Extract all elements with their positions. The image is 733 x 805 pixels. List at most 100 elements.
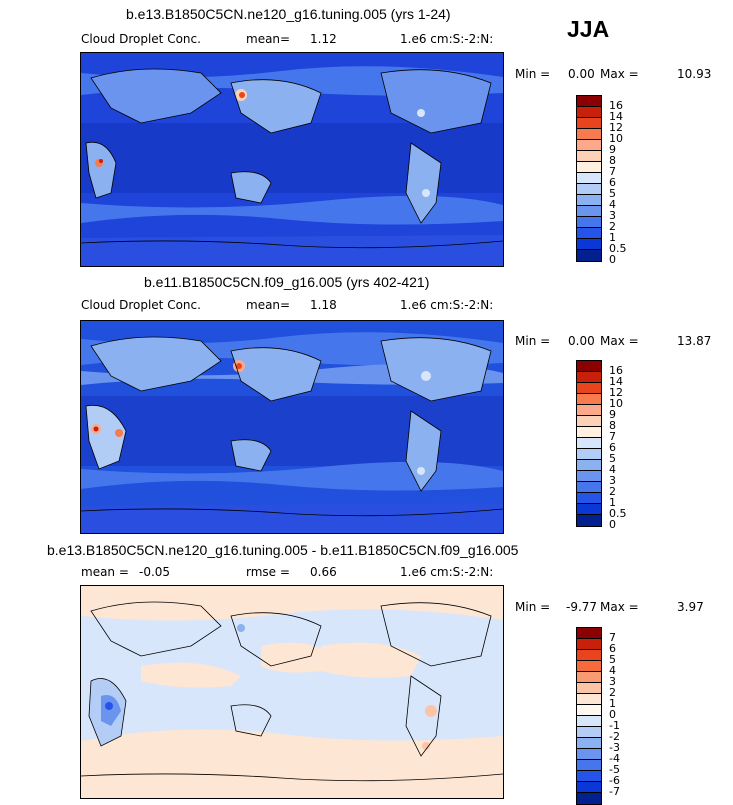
panel-3-colorbar bbox=[576, 627, 602, 805]
colorbar-swatch bbox=[577, 482, 601, 493]
colorbar-label: 6 bbox=[609, 642, 616, 655]
colorbar-label: 0.5 bbox=[609, 242, 627, 255]
panel-2-map-graphic bbox=[81, 321, 503, 533]
panel-1-units: 1.e6 cm:S:-2:N: bbox=[400, 32, 494, 46]
panel-3-units: 1.e6 cm:S:-2:N: bbox=[400, 565, 494, 579]
panel-1-map-graphic bbox=[81, 53, 503, 266]
colorbar-label: 10 bbox=[609, 132, 623, 145]
panel-2-units: 1.e6 cm:S:-2:N: bbox=[400, 298, 494, 312]
colorbar-swatch bbox=[577, 760, 601, 771]
panel-3-rmse-value: 0.66 bbox=[310, 565, 337, 579]
colorbar-swatch bbox=[577, 107, 601, 118]
colorbar-swatch bbox=[577, 394, 601, 405]
season-label: JJA bbox=[567, 16, 610, 42]
colorbar-swatch bbox=[577, 405, 601, 416]
panel-2-mean-value: 1.18 bbox=[310, 298, 337, 312]
panel-3-max-value: 3.97 bbox=[677, 600, 704, 614]
colorbar-label: 14 bbox=[609, 375, 623, 388]
colorbar-label: 3 bbox=[609, 675, 616, 688]
colorbar-swatch bbox=[577, 195, 601, 206]
colorbar-swatch bbox=[577, 493, 601, 504]
colorbar-swatch bbox=[577, 771, 601, 782]
colorbar-label: -6 bbox=[609, 774, 620, 787]
colorbar-swatch bbox=[577, 672, 601, 683]
colorbar-label: 7 bbox=[609, 430, 616, 443]
colorbar-label: 8 bbox=[609, 154, 616, 167]
colorbar-label: 10 bbox=[609, 397, 623, 410]
colorbar-label: 2 bbox=[609, 220, 616, 233]
colorbar-label: 0.5 bbox=[609, 507, 627, 520]
colorbar-swatch bbox=[577, 427, 601, 438]
colorbar-swatch bbox=[577, 449, 601, 460]
panel-1-min-value: 0.00 bbox=[568, 67, 595, 81]
colorbar-swatch bbox=[577, 162, 601, 173]
panel-1: b.e13.B1850C5CN.ne120_g16.tuning.005 (yr… bbox=[0, 0, 733, 270]
colorbar-swatch bbox=[577, 782, 601, 793]
colorbar-label: 5 bbox=[609, 187, 616, 200]
colorbar-swatch bbox=[577, 694, 601, 705]
panel-2-min-label: Min = bbox=[515, 334, 551, 348]
colorbar-label: -5 bbox=[609, 763, 620, 776]
colorbar-label: 3 bbox=[609, 474, 616, 487]
colorbar-swatch bbox=[577, 471, 601, 482]
colorbar-label: 16 bbox=[609, 99, 623, 112]
colorbar-swatch bbox=[577, 250, 601, 261]
colorbar-swatch bbox=[577, 661, 601, 672]
panel-3-map-graphic bbox=[81, 586, 503, 798]
panel-1-min-label: Min = bbox=[515, 67, 551, 81]
colorbar-label: 0 bbox=[609, 708, 616, 721]
colorbar-label: 1 bbox=[609, 496, 616, 509]
colorbar-label: 0 bbox=[609, 518, 616, 531]
colorbar-label: -2 bbox=[609, 730, 620, 743]
panel-3-colorbar-labels: 7 6 5 4 3 2 1 0 -1 -2 -3 -4 -5 -6 -7 bbox=[609, 632, 620, 797]
colorbar-swatch bbox=[577, 239, 601, 250]
colorbar-swatch bbox=[577, 140, 601, 151]
panel-1-mean-value: 1.12 bbox=[310, 32, 337, 46]
colorbar-swatch bbox=[577, 438, 601, 449]
colorbar-swatch bbox=[577, 118, 601, 129]
panel-2-map bbox=[80, 320, 504, 534]
colorbar-swatch bbox=[577, 650, 601, 661]
colorbar-label: 3 bbox=[609, 209, 616, 222]
colorbar-label: -7 bbox=[609, 785, 620, 798]
colorbar-label: -4 bbox=[609, 752, 620, 765]
panel-3-title: b.e13.B1850C5CN.ne120_g16.tuning.005 - b… bbox=[47, 542, 519, 558]
colorbar-swatch bbox=[577, 793, 601, 804]
panel-3-max-label: Max = bbox=[600, 600, 639, 614]
colorbar-label: 8 bbox=[609, 419, 616, 432]
colorbar-swatch bbox=[577, 705, 601, 716]
colorbar-label: 2 bbox=[609, 485, 616, 498]
panel-3-mean-value: -0.05 bbox=[139, 565, 171, 579]
colorbar-swatch bbox=[577, 716, 601, 727]
panel-2: b.e11.B1850C5CN.f09_g16.005 (yrs 402-421… bbox=[0, 270, 733, 535]
colorbar-label: 6 bbox=[609, 176, 616, 189]
colorbar-label: 4 bbox=[609, 463, 616, 476]
colorbar-swatch bbox=[577, 683, 601, 694]
colorbar-swatch bbox=[577, 206, 601, 217]
colorbar-label: 6 bbox=[609, 441, 616, 454]
colorbar-label: 7 bbox=[609, 165, 616, 178]
panel-3-min-value: -9.77 bbox=[566, 600, 598, 614]
colorbar-label: 12 bbox=[609, 121, 623, 134]
panel-3: b.e13.B1850C5CN.ne120_g16.tuning.005 - b… bbox=[0, 535, 733, 805]
colorbar-swatch bbox=[577, 738, 601, 749]
colorbar-label: 4 bbox=[609, 664, 616, 677]
colorbar-swatch bbox=[577, 628, 601, 639]
panel-2-variable-label: Cloud Droplet Conc. bbox=[81, 298, 201, 312]
panel-1-mean-label: mean= bbox=[246, 32, 291, 46]
colorbar-swatch bbox=[577, 416, 601, 427]
colorbar-swatch bbox=[577, 361, 601, 372]
colorbar-label: 9 bbox=[609, 408, 616, 421]
colorbar-label: -1 bbox=[609, 719, 620, 732]
panel-1-map bbox=[80, 52, 504, 267]
panel-1-title: b.e13.B1850C5CN.ne120_g16.tuning.005 (yr… bbox=[126, 6, 451, 22]
panel-1-colorbar-labels: 16 14 12 10 9 8 7 6 5 4 3 2 1 0.5 0 bbox=[609, 100, 627, 265]
colorbar-label: 4 bbox=[609, 198, 616, 211]
colorbar-swatch bbox=[577, 372, 601, 383]
panel-2-max-label: Max = bbox=[600, 334, 639, 348]
colorbar-swatch bbox=[577, 151, 601, 162]
colorbar-label: 5 bbox=[609, 653, 616, 666]
panel-1-max-value: 10.93 bbox=[677, 67, 712, 81]
colorbar-swatch bbox=[577, 383, 601, 394]
colorbar-swatch bbox=[577, 96, 601, 107]
